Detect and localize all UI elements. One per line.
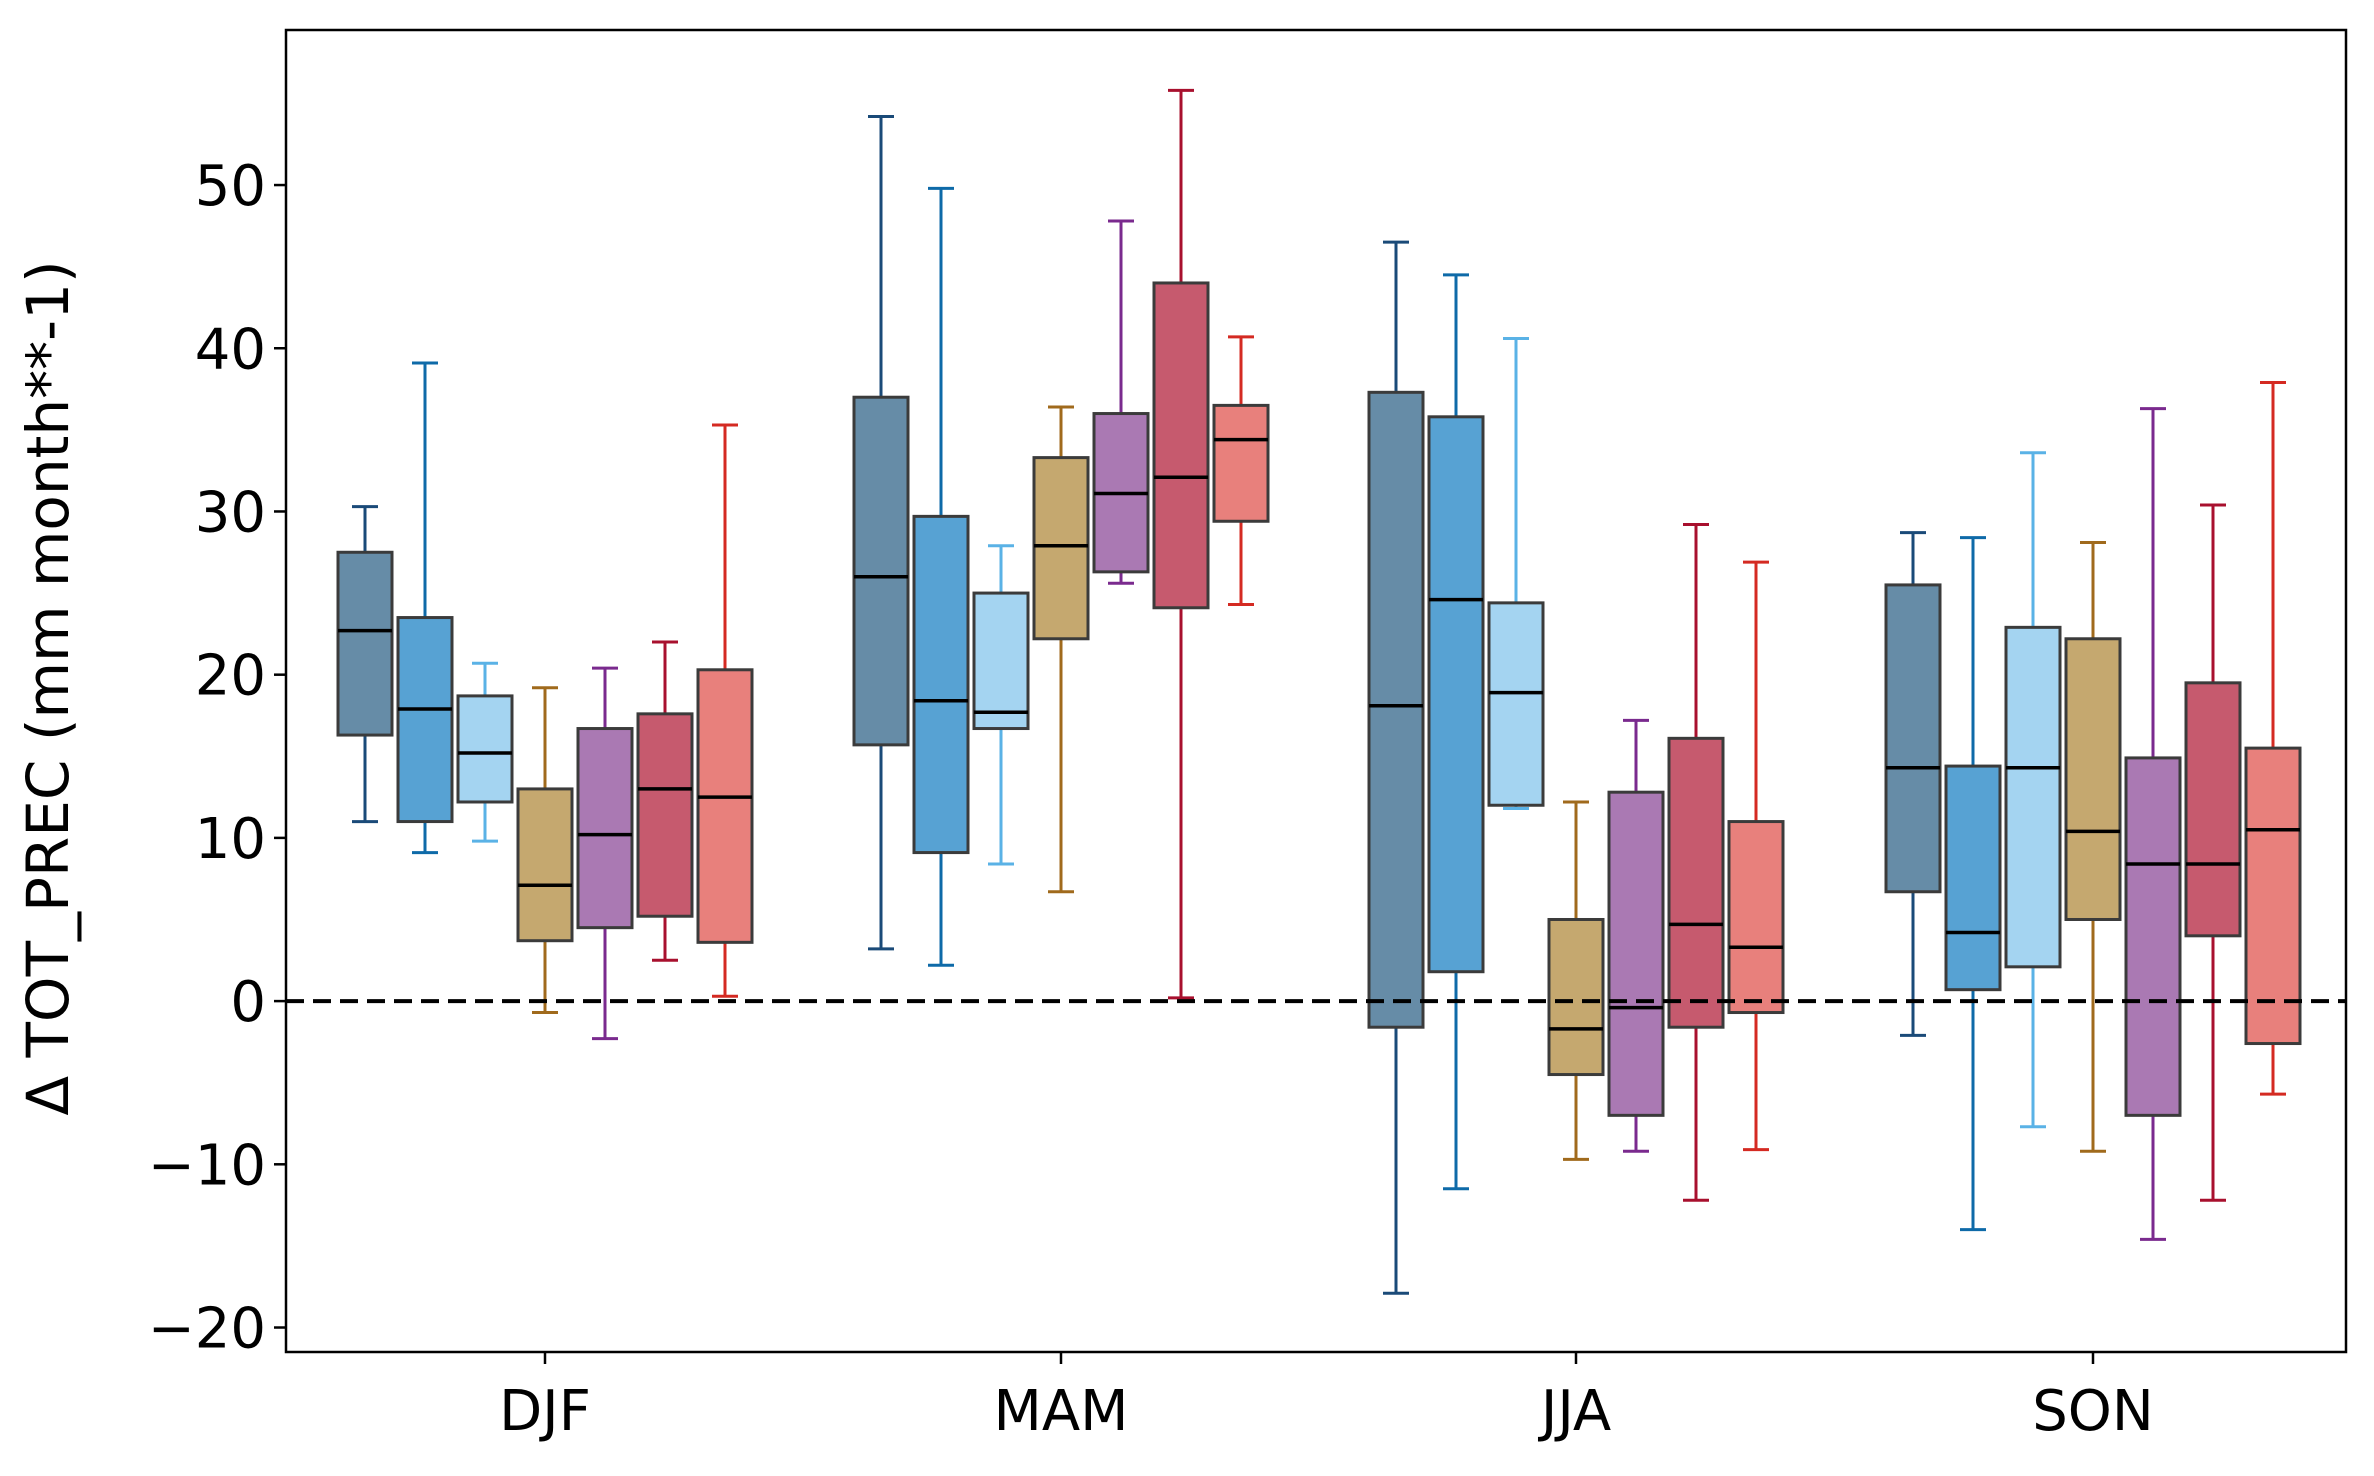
y-tick-label: 20 (195, 644, 266, 709)
box-group-son-5 (2124, 407, 2182, 1241)
box-group-jja-3 (1487, 336, 1545, 811)
box-iqr (2184, 681, 2242, 938)
box-iqr (1667, 736, 1725, 1029)
box-group-jja-7 (1727, 560, 1785, 1152)
box-iqr (1212, 403, 1270, 523)
box-iqr (1367, 390, 1425, 1029)
box-iqr (1487, 601, 1545, 807)
y-axis-title: Δ TOT_PREC (mm month**-1) (14, 260, 82, 1115)
box-group-mam-3 (972, 544, 1030, 866)
box-group-djf-3 (456, 661, 514, 843)
box-group-son-2 (1944, 536, 2002, 1232)
plot-area (336, 88, 2302, 1295)
box-iqr (396, 616, 454, 824)
y-tick-label: 30 (195, 480, 266, 545)
box-iqr (2064, 637, 2122, 921)
box-group-jja-4 (1547, 800, 1605, 1161)
box-iqr (912, 514, 970, 855)
box-group-mam-6 (1152, 88, 1210, 1000)
box-group-mam-7 (1212, 335, 1270, 606)
box-group-jja-5 (1607, 718, 1665, 1153)
x-tick-label-djf: DJF (499, 1379, 591, 1444)
box-iqr (1032, 456, 1090, 641)
box-iqr (1427, 415, 1485, 974)
box-iqr (1944, 764, 2002, 992)
box-group-djf-5 (576, 666, 634, 1041)
y-tick-label: 50 (195, 154, 266, 219)
box-group-djf-1 (336, 505, 394, 824)
box-group-jja-1 (1367, 240, 1425, 1295)
box-group-mam-1 (852, 115, 910, 951)
box-iqr (1884, 583, 1942, 894)
axes: −20 −10 0 10 20 30 40 50 DJF MAM JJA SON (148, 28, 2348, 1444)
x-tick-label-son: SON (2032, 1379, 2154, 1444)
box-iqr (516, 787, 574, 943)
box-group-jja-6 (1667, 523, 1725, 1202)
y-tick-label: −10 (148, 1133, 266, 1198)
box-iqr (1152, 281, 1210, 610)
box-iqr (336, 550, 394, 737)
box-group-son-3 (2004, 451, 2062, 1129)
box-iqr (1727, 820, 1785, 1015)
box-group-son-6 (2184, 503, 2242, 1202)
box-iqr (456, 694, 514, 804)
box-group-djf-7 (696, 423, 754, 998)
box-group-son-4 (2064, 540, 2122, 1153)
box-iqr (1547, 917, 1605, 1077)
box-iqr (2004, 625, 2062, 969)
y-tick-label: 40 (195, 317, 266, 382)
x-tick-label-jja: JJA (1538, 1379, 1611, 1444)
box-iqr (1607, 790, 1665, 1117)
box-iqr (696, 668, 754, 944)
plot-frame (284, 28, 2348, 1354)
box-group-mam-4 (1032, 405, 1090, 894)
x-tick-label-mam: MAM (994, 1379, 1129, 1444)
box-iqr (2244, 746, 2302, 1046)
box-group-djf-4 (516, 686, 574, 1015)
box-group-mam-5 (1092, 219, 1150, 585)
y-tick-label: 0 (230, 970, 266, 1035)
box-iqr (972, 591, 1030, 731)
box-group-son-7 (2244, 381, 2302, 1096)
y-tick-label: −20 (148, 1297, 266, 1362)
box-iqr (636, 712, 694, 918)
box-group-djf-2 (396, 361, 454, 855)
box-iqr (852, 395, 910, 747)
y-tick-label: 10 (195, 807, 266, 872)
box-group-jja-2 (1427, 273, 1485, 1191)
box-group-son-1 (1884, 531, 1942, 1037)
box-group-mam-2 (912, 186, 970, 967)
box-group-djf-6 (636, 640, 694, 962)
box-iqr (2124, 756, 2182, 1117)
box-iqr (576, 727, 634, 930)
